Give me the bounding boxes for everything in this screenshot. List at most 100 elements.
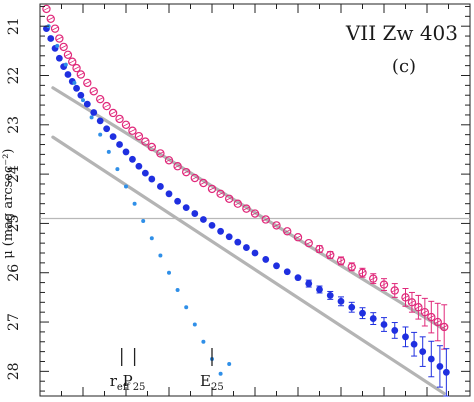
data-point-filled [410,340,418,348]
radius-marker-label: P25 [123,372,146,393]
data-point-filled [262,256,270,263]
data-point-filled [64,71,72,78]
data-point-hatch [73,66,80,70]
data-point-hatch [122,122,130,127]
data-point-open [89,87,98,96]
data-point-filled [96,117,104,125]
data-point-hatch [359,270,366,275]
data-point-open [379,280,389,289]
data-point-small [106,149,111,154]
data-point-hatch [337,259,345,263]
data-point-filled [122,148,130,156]
data-point-filled [243,244,250,251]
data-point-open [233,199,242,208]
radius-marker-subscript: eff [117,382,131,393]
data-point-filled [369,315,377,322]
tick-layer: 21 22 23 24 25 26 27 28 [6,4,471,396]
data-point-hatch [51,26,59,31]
data-point-filled [148,175,156,183]
data-point-open [95,94,105,104]
data-point-open [358,268,367,277]
data-point-hatch [243,206,250,211]
data-point-filled [273,262,280,270]
data-point-small [98,132,103,137]
data-point-open [164,156,174,165]
data-point-hatch [327,253,334,257]
data-point-open [304,238,313,248]
data-point-small [149,236,154,241]
data-point-small [89,115,94,120]
data-point-hatch [208,187,216,191]
data-point-filled [129,155,136,163]
data-point-filled [359,309,366,317]
data-point-open [347,262,356,272]
data-point-open [315,244,324,254]
data-point-open [42,4,51,14]
data-point-small [227,361,232,366]
data-point-open [181,167,191,177]
data-point-hatch [421,310,429,315]
data-point-open [83,78,92,88]
data-point-filled [402,333,409,341]
data-point-hatch [142,139,149,144]
data-point-open [440,322,449,332]
data-point-open [102,101,111,111]
data-point-open [261,215,270,224]
data-point-hatch [434,320,441,324]
data-point-filled [109,133,117,141]
data-point-hatch [294,235,302,240]
data-point-filled [135,162,143,170]
data-point-open [414,303,423,312]
data-point-open [134,131,144,141]
y-tick-label: 24 [6,165,22,183]
data-point-filled [427,355,435,363]
radius-marker-symbol: P [123,372,133,390]
label-layer: VII Zw 403 (c) μ (mag arcsec⁻²) [1,21,458,259]
radius-marker-symbol: r [110,372,118,390]
data-point-hatch [183,170,190,174]
radius-marker-subscript: 25 [211,382,224,393]
radius-marker-label: reff [110,372,131,393]
data-point-open [76,70,86,79]
data-point-small [63,62,68,67]
data-point-open [283,227,292,236]
data-point-hatch [226,196,233,201]
data-point-filled [305,280,313,287]
data-point-hatch [370,276,377,281]
data-point-hatch [174,164,181,169]
data-point-filled [436,363,444,370]
data-point-hatch [90,89,97,94]
data-point-hatch [273,223,280,228]
data-point-small [218,371,223,376]
data-point-hatch [43,7,50,11]
series-layer [42,4,450,397]
y-tick-label: 22 [6,67,22,85]
data-point-filled [90,109,98,116]
data-point-open [420,307,430,317]
data-point-hatch [157,151,164,156]
data-point-filled [326,292,334,299]
data-point-hatch [69,59,76,64]
data-point-filled [391,327,399,334]
data-point-hatch [408,300,416,305]
data-point-hatch [60,45,67,49]
y-tick-label: 27 [6,313,22,331]
data-point-small [184,305,189,310]
data-point-hatch [84,81,91,85]
data-point-open [46,14,55,23]
y-tick-label: 25 [6,215,22,233]
exponential-fit-line [51,86,446,332]
data-point-hatch [165,158,173,163]
data-point-small [72,80,77,85]
data-point-hatch [251,211,259,216]
data-point-small [201,339,206,344]
data-point-open [336,256,346,266]
data-point-filled [200,216,207,223]
radius-marker-subscript: 25 [133,382,146,393]
data-point-hatch [103,104,110,108]
chart-title: VII Zw 403 [345,21,458,45]
data-point-hatch [415,305,422,310]
data-point-hatch [135,134,143,139]
data-point-open [224,194,234,203]
